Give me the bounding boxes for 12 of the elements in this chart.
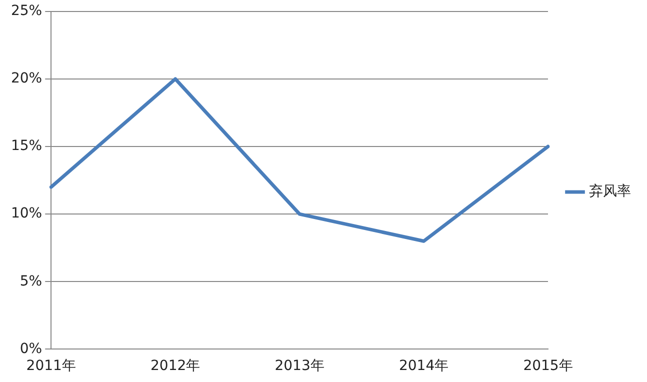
y-tick-label: 10%: [10, 206, 42, 222]
x-tick-label: 2015年: [523, 358, 573, 374]
x-tick-label: 2014年: [398, 358, 449, 374]
y-tick-label: 25%: [10, 3, 42, 20]
y-tick-label: 5%: [20, 273, 42, 290]
x-tick-label: 2012年: [150, 358, 200, 374]
x-tick-label: 2013年: [274, 358, 324, 374]
legend-label: 弃风率: [589, 184, 631, 200]
y-tick-label: 15%: [10, 138, 42, 154]
x-tick-label: 2011年: [26, 358, 76, 374]
y-tick-label: 20%: [10, 70, 42, 87]
y-tick-label: 0%: [20, 340, 42, 357]
